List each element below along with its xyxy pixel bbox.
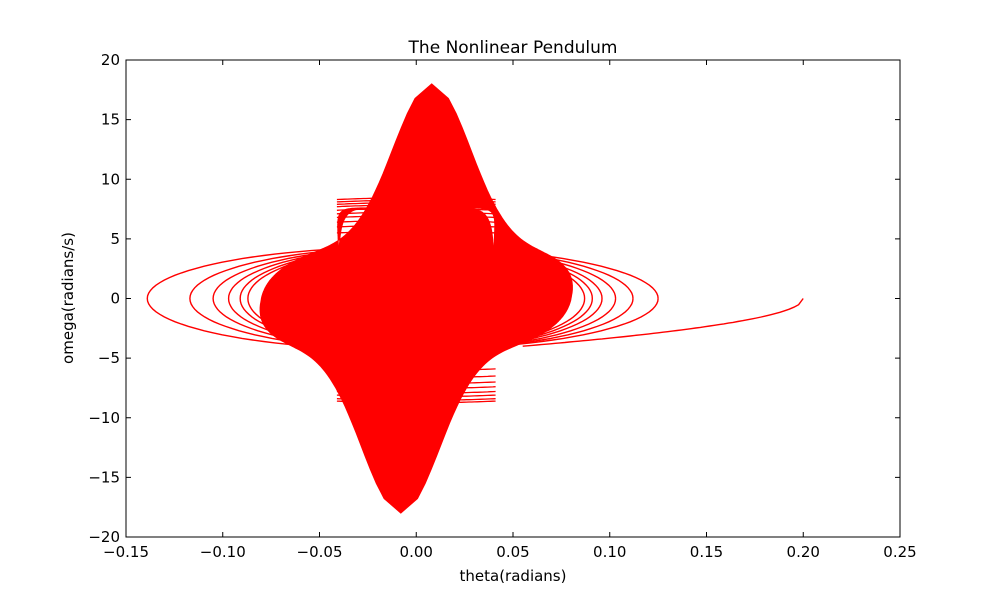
inner-arc-top — [336, 211, 496, 215]
x-tick-label: 0.25 — [883, 543, 916, 561]
inner-arc-top — [336, 204, 496, 208]
y-tick-label: −10 — [88, 409, 120, 427]
inner-arc-top — [336, 219, 496, 223]
inner-arc-bottom — [336, 394, 496, 398]
inner-arc-top — [336, 197, 496, 201]
early-loop — [227, 246, 603, 351]
x-tick-label: 0.20 — [787, 543, 820, 561]
inner-arc-bottom — [336, 353, 496, 357]
y-tick-label: −5 — [98, 349, 120, 367]
y-tick-label: 10 — [101, 170, 120, 188]
early-loop — [212, 246, 617, 351]
early-loop — [146, 246, 659, 351]
x-tick-label: −0.15 — [103, 543, 149, 561]
early-loop — [189, 246, 634, 351]
y-axis: −20 −15 −10 −5 0 5 10 15 20 — [88, 51, 900, 546]
inner-arc-top — [336, 214, 496, 219]
inner-arc-bottom — [336, 386, 496, 390]
inner-arc-top — [336, 199, 496, 203]
dense-oscillation-band — [259, 83, 573, 514]
inner-arc-bottom — [336, 390, 496, 394]
chart-title: The Nonlinear Pendulum — [408, 38, 618, 58]
inner-arc-top — [336, 230, 496, 234]
x-tick-label: 0.05 — [496, 543, 529, 561]
x-tick-label: −0.10 — [200, 543, 246, 561]
y-tick-label: 15 — [101, 111, 120, 129]
inner-arc-bottom — [336, 368, 496, 372]
inner-arc-top — [336, 224, 496, 228]
y-tick-label: 20 — [101, 51, 120, 69]
x-tick-label: −0.05 — [297, 543, 343, 561]
trajectory-curves — [146, 197, 804, 404]
early-loop — [239, 246, 593, 351]
plot-area — [146, 83, 804, 514]
inner-arc-top — [336, 201, 496, 205]
y-tick-label: 5 — [110, 230, 120, 248]
inner-arc-top — [336, 207, 496, 211]
inner-arc-bottom — [336, 381, 496, 385]
x-tick-label: 0.00 — [400, 543, 433, 561]
x-tick-label: 0.15 — [690, 543, 723, 561]
y-tick-label: −15 — [88, 468, 120, 486]
inner-arc-bottom — [336, 375, 496, 379]
inner-arc-bottom — [336, 400, 496, 404]
early-loop — [247, 246, 586, 351]
x-tick-label: 0.10 — [593, 543, 626, 561]
start-trajectory — [522, 298, 804, 347]
x-axis-title: theta(radians) — [460, 567, 567, 585]
y-tick-label: 0 — [110, 290, 120, 308]
y-axis-title: omega(radians/s) — [59, 232, 77, 364]
y-tick-label: −20 — [88, 528, 120, 546]
x-axis: −0.15 −0.10 −0.05 0.00 0.05 0.10 0.15 0.20 0.25 — [103, 60, 917, 561]
inner-arc-bottom — [336, 398, 496, 402]
